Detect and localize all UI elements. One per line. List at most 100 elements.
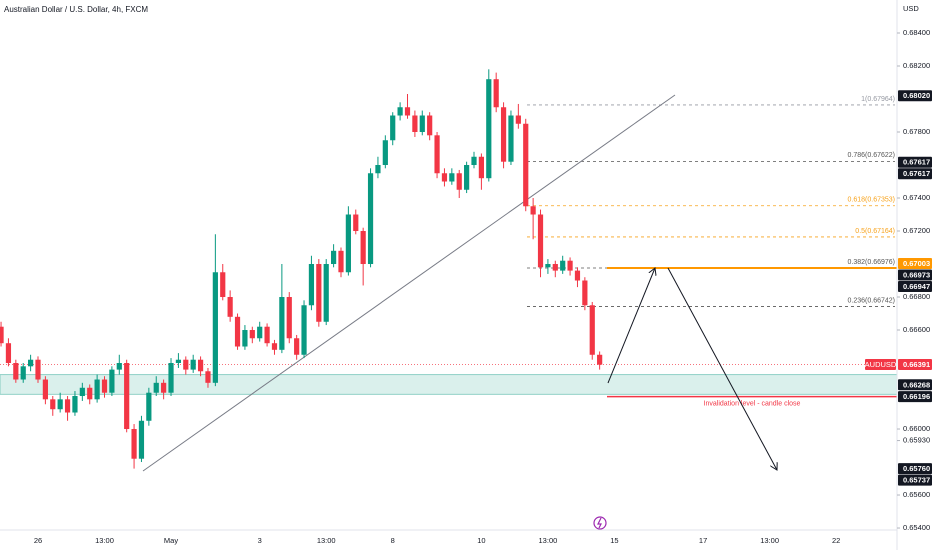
candle-body (308, 264, 315, 306)
candle-body (500, 107, 507, 162)
candle-body (419, 115, 425, 133)
candle-body (257, 326, 263, 339)
candle-body (294, 338, 300, 355)
x-tick-label: 10 (477, 536, 485, 545)
candle-body (323, 264, 329, 322)
fib-label: 1(0.67964) (861, 96, 895, 103)
price-badge-label: 0.66196 (903, 392, 930, 401)
candle-body (5, 343, 12, 364)
y-tick-label: 0.66000 (903, 424, 930, 433)
price-badge-label: 0.66268 (903, 380, 930, 389)
fib-label: 0.786(0.67622) (848, 152, 895, 159)
candle-body (331, 250, 337, 265)
x-tick-label: 22 (832, 536, 840, 545)
y-tick-label: 0.66800 (903, 292, 930, 301)
candle-body (220, 272, 226, 298)
candle-body (153, 382, 159, 393)
candle-body (205, 371, 211, 383)
candle-body (271, 343, 278, 350)
candle-body (530, 206, 536, 215)
price-badge-label: 0.67617 (903, 169, 930, 178)
invalidation-label: Invalidation level - candle close (704, 401, 801, 408)
price-badge (898, 156, 932, 168)
candle-body (353, 214, 359, 232)
candle-body (390, 115, 396, 141)
candle-body (286, 297, 292, 339)
candle-body (72, 396, 78, 413)
candle-body (427, 115, 433, 136)
candle-body (382, 140, 388, 166)
candle-body (138, 420, 145, 459)
candle-body (264, 326, 270, 344)
candle-body (301, 305, 307, 355)
symbol-badge (865, 358, 896, 370)
candle-body (109, 369, 115, 393)
candle-body (20, 366, 26, 380)
candle-body (50, 399, 56, 410)
price-badge (898, 474, 932, 486)
price-badge-label: 0.67617 (903, 158, 930, 167)
y-tick-label: 0.67800 (903, 127, 930, 136)
candle-body (434, 135, 440, 174)
currency: USD (903, 4, 919, 13)
candle-body (567, 260, 573, 271)
x-tick-label: 13:00 (95, 536, 114, 545)
candle-body (404, 107, 411, 116)
support-zone (0, 374, 898, 395)
price-badge (898, 258, 932, 270)
candle-body (508, 115, 514, 162)
candle-body (523, 123, 529, 207)
candle-body (316, 264, 322, 322)
x-tick-label: 17 (699, 536, 707, 545)
candle-body (597, 354, 603, 365)
price-badge (898, 269, 932, 281)
candle-body (515, 115, 521, 124)
candle-body (279, 297, 285, 350)
candle-body (168, 363, 174, 393)
candle-body (537, 214, 544, 268)
y-tick-label: 0.65400 (903, 523, 930, 532)
candle-body (57, 399, 63, 410)
x-tick-label: 13:00 (539, 536, 558, 545)
candle-body (412, 115, 418, 133)
candle-body (478, 156, 484, 179)
candle-body (242, 330, 248, 347)
candle-body (197, 359, 204, 372)
price-badge (898, 391, 932, 403)
price-badge (898, 358, 932, 370)
candle-body (486, 79, 492, 179)
candle-body (589, 305, 595, 355)
candle-body (183, 359, 189, 370)
event-icon[interactable] (593, 516, 607, 530)
candles (0, 69, 603, 469)
fib-label: 0.382(0.66976) (848, 259, 895, 266)
price-badge-label: 0.65760 (903, 464, 930, 473)
candle-body (397, 107, 403, 116)
candle-body (574, 270, 581, 281)
y-tick-label: 0.68200 (903, 61, 930, 70)
price-badge-label: 0.66391 (903, 360, 930, 369)
x-tick-label: 13:00 (760, 536, 779, 545)
candle-body (13, 363, 19, 380)
price-badge (898, 463, 932, 475)
candle-body (449, 173, 455, 182)
price-badge (898, 379, 932, 391)
fib-label: 0.618(0.67353) (848, 197, 895, 204)
candle-body (227, 297, 233, 317)
candle-body (161, 382, 167, 393)
candle-body (116, 363, 122, 370)
price-badge (898, 281, 932, 293)
candle-body (131, 429, 137, 459)
candle-body (249, 330, 255, 339)
y-tick-label: 0.67400 (903, 193, 930, 202)
candle-body (35, 359, 41, 380)
x-tick-label: 13:00 (317, 536, 336, 545)
x-tick-label: 8 (391, 536, 395, 545)
x-tick-label: 3 (258, 536, 262, 545)
x-tick-label: 26 (34, 536, 42, 545)
x-tick-label: May (164, 536, 178, 545)
arrow-up (607, 268, 655, 384)
price-badge (898, 90, 932, 102)
candle-body (471, 156, 477, 166)
